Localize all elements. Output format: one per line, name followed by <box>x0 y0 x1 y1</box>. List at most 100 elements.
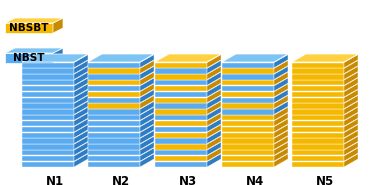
Polygon shape <box>22 156 74 161</box>
Polygon shape <box>88 109 140 115</box>
Polygon shape <box>344 72 358 85</box>
Polygon shape <box>222 98 274 103</box>
Polygon shape <box>222 127 274 132</box>
Polygon shape <box>344 101 358 115</box>
Polygon shape <box>292 162 344 167</box>
Polygon shape <box>88 115 140 120</box>
Polygon shape <box>344 142 358 155</box>
Polygon shape <box>155 74 207 80</box>
Polygon shape <box>155 80 207 85</box>
Polygon shape <box>155 133 207 138</box>
Polygon shape <box>207 95 221 109</box>
Polygon shape <box>140 72 154 85</box>
Polygon shape <box>88 54 154 62</box>
Polygon shape <box>155 68 207 74</box>
Polygon shape <box>5 18 63 23</box>
Polygon shape <box>222 80 274 85</box>
Polygon shape <box>292 54 358 62</box>
Polygon shape <box>22 115 74 120</box>
Polygon shape <box>274 148 288 161</box>
Polygon shape <box>292 156 344 161</box>
Polygon shape <box>140 78 154 91</box>
Polygon shape <box>292 86 344 91</box>
Polygon shape <box>222 156 274 161</box>
Polygon shape <box>140 136 154 149</box>
Polygon shape <box>22 138 74 144</box>
Polygon shape <box>22 54 88 62</box>
Polygon shape <box>344 148 358 161</box>
Polygon shape <box>222 115 274 120</box>
Polygon shape <box>292 127 344 132</box>
Polygon shape <box>74 130 88 144</box>
Polygon shape <box>274 136 288 149</box>
Polygon shape <box>274 130 288 144</box>
Polygon shape <box>344 95 358 109</box>
Polygon shape <box>222 150 274 155</box>
Polygon shape <box>22 144 74 149</box>
Polygon shape <box>74 119 88 132</box>
Polygon shape <box>344 84 358 97</box>
Polygon shape <box>74 84 88 97</box>
Polygon shape <box>274 66 288 80</box>
Polygon shape <box>88 68 140 74</box>
Polygon shape <box>155 150 207 155</box>
Text: N4: N4 <box>246 175 264 185</box>
Polygon shape <box>140 84 154 97</box>
Polygon shape <box>344 60 358 74</box>
Polygon shape <box>274 119 288 132</box>
Polygon shape <box>155 98 207 103</box>
Polygon shape <box>207 84 221 97</box>
Polygon shape <box>74 90 88 103</box>
Polygon shape <box>344 125 358 138</box>
Polygon shape <box>140 119 154 132</box>
Polygon shape <box>74 125 88 138</box>
Polygon shape <box>74 101 88 115</box>
Polygon shape <box>140 60 154 74</box>
Polygon shape <box>344 113 358 126</box>
Polygon shape <box>74 154 88 167</box>
Polygon shape <box>222 121 274 126</box>
Polygon shape <box>155 63 207 68</box>
Polygon shape <box>88 150 140 155</box>
Polygon shape <box>222 103 274 109</box>
Polygon shape <box>222 86 274 91</box>
Polygon shape <box>5 23 53 33</box>
Polygon shape <box>155 86 207 91</box>
Polygon shape <box>74 78 88 91</box>
Polygon shape <box>292 109 344 115</box>
Text: NBSBT: NBSBT <box>9 23 49 33</box>
Polygon shape <box>207 55 221 68</box>
Polygon shape <box>292 74 344 80</box>
Polygon shape <box>22 92 74 97</box>
Polygon shape <box>274 55 288 68</box>
Polygon shape <box>88 162 140 167</box>
Polygon shape <box>207 101 221 115</box>
Polygon shape <box>22 63 74 68</box>
Polygon shape <box>88 144 140 149</box>
Polygon shape <box>292 138 344 144</box>
Polygon shape <box>22 150 74 155</box>
Polygon shape <box>207 78 221 91</box>
Polygon shape <box>22 74 74 80</box>
Polygon shape <box>140 66 154 80</box>
Polygon shape <box>155 92 207 97</box>
Polygon shape <box>155 54 221 62</box>
Polygon shape <box>140 125 154 138</box>
Polygon shape <box>74 66 88 80</box>
Polygon shape <box>88 121 140 126</box>
Polygon shape <box>5 53 53 63</box>
Polygon shape <box>207 125 221 138</box>
Polygon shape <box>292 98 344 103</box>
Polygon shape <box>274 142 288 155</box>
Polygon shape <box>344 154 358 167</box>
Polygon shape <box>207 136 221 149</box>
Polygon shape <box>344 90 358 103</box>
Polygon shape <box>74 107 88 120</box>
Polygon shape <box>88 98 140 103</box>
Polygon shape <box>74 136 88 149</box>
Polygon shape <box>88 63 140 68</box>
Polygon shape <box>22 103 74 109</box>
Polygon shape <box>344 119 358 132</box>
Polygon shape <box>140 101 154 115</box>
Polygon shape <box>88 127 140 132</box>
